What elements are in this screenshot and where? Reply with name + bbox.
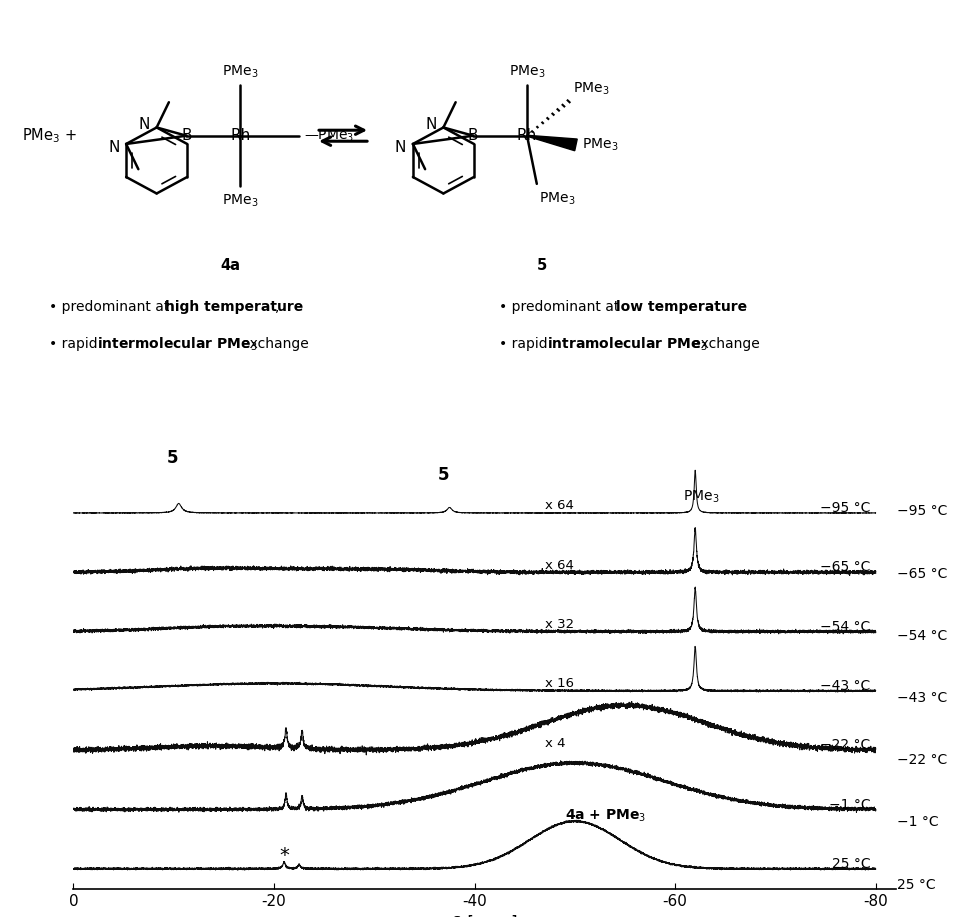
Text: low temperature: low temperature (615, 300, 746, 315)
Text: N: N (139, 116, 150, 132)
Text: high temperature: high temperature (165, 300, 303, 315)
Text: • rapid: • rapid (49, 337, 102, 351)
Text: 5: 5 (437, 467, 449, 484)
Text: x 4: x 4 (544, 736, 564, 749)
Text: B: B (467, 128, 478, 143)
Text: −22 °C: −22 °C (820, 738, 869, 752)
Text: intramolecular PMe$_3$: intramolecular PMe$_3$ (547, 336, 707, 352)
Text: PMe$_3$: PMe$_3$ (581, 137, 617, 153)
Text: *: * (279, 846, 289, 865)
Text: −1 °C: −1 °C (828, 798, 869, 812)
Text: PMe$_3$: PMe$_3$ (509, 63, 545, 80)
Text: x 64: x 64 (544, 500, 573, 513)
Text: intermolecular PMe$_3$: intermolecular PMe$_3$ (97, 336, 257, 352)
Text: Rh: Rh (230, 128, 250, 143)
Text: 5: 5 (167, 448, 179, 467)
Text: −43 °C: −43 °C (897, 691, 947, 705)
Text: exchange: exchange (237, 337, 309, 351)
Text: 4a: 4a (220, 259, 241, 273)
Text: PMe$_3$: PMe$_3$ (683, 488, 719, 504)
Text: x 16: x 16 (544, 678, 573, 691)
Text: 25 °C: 25 °C (831, 857, 869, 871)
Text: −95 °C: −95 °C (820, 502, 869, 515)
Text: −54 °C: −54 °C (820, 620, 869, 634)
Text: −95 °C: −95 °C (897, 504, 947, 518)
Text: 25 °C: 25 °C (897, 878, 935, 891)
Text: −22 °C: −22 °C (897, 753, 947, 768)
Text: 4a + PMe$_3$: 4a + PMe$_3$ (564, 807, 645, 823)
Text: x 32: x 32 (544, 618, 573, 631)
Text: x 64: x 64 (544, 558, 573, 571)
Text: PMe$_3$: PMe$_3$ (222, 63, 258, 80)
Text: N: N (425, 116, 436, 132)
Text: −43 °C: −43 °C (820, 679, 869, 693)
Text: N: N (109, 139, 119, 155)
Text: PMe$_3$ +: PMe$_3$ + (22, 127, 77, 145)
Text: −54 °C: −54 °C (897, 629, 947, 643)
Text: PMe$_3$: PMe$_3$ (539, 191, 575, 207)
Text: • predominant at: • predominant at (499, 300, 623, 315)
Text: Rh: Rh (516, 128, 537, 143)
Text: —PMe$_3$: —PMe$_3$ (303, 127, 354, 144)
Text: PMe$_3$: PMe$_3$ (222, 193, 258, 209)
Text: exchange: exchange (687, 337, 759, 351)
Text: 5: 5 (536, 259, 547, 273)
X-axis label: δ [ppm]: δ [ppm] (451, 915, 517, 917)
Text: N: N (394, 139, 406, 155)
Text: B: B (181, 128, 192, 143)
Text: −65 °C: −65 °C (820, 560, 869, 574)
Text: • rapid: • rapid (499, 337, 552, 351)
Text: • predominant at: • predominant at (49, 300, 173, 315)
Text: PMe$_3$: PMe$_3$ (572, 81, 608, 97)
Text: −65 °C: −65 °C (897, 567, 947, 580)
Text: ,: , (275, 300, 279, 315)
Polygon shape (526, 136, 577, 150)
Text: −1 °C: −1 °C (897, 815, 938, 829)
